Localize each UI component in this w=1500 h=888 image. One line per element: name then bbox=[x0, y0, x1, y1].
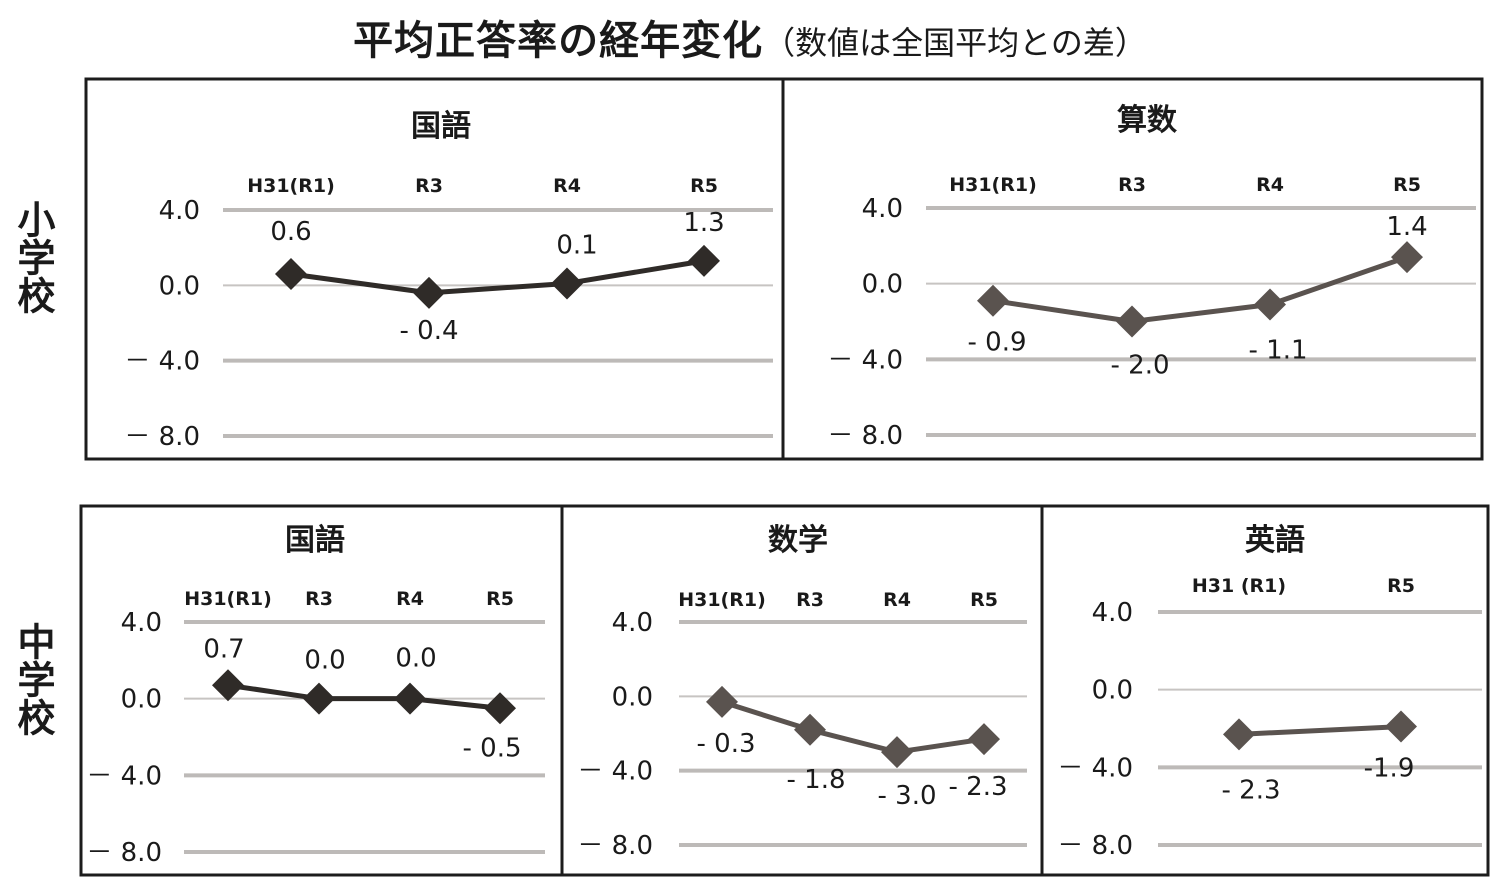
y-tick-label: 4.0 bbox=[159, 196, 200, 226]
y-tick-label: － 8.0 bbox=[1057, 831, 1133, 861]
diamond-marker-icon bbox=[212, 669, 244, 702]
y-tick-label: 4.0 bbox=[1092, 598, 1133, 628]
y-tick-label: － 4.0 bbox=[86, 761, 162, 791]
data-label: - 3.0 bbox=[878, 781, 937, 811]
figure-title-main: 平均正答率の経年変化 bbox=[353, 18, 764, 64]
y-tick-label: － 4.0 bbox=[827, 345, 903, 375]
category-label: R4 bbox=[396, 588, 424, 610]
y-tick-label: － 8.0 bbox=[577, 831, 653, 861]
junior-high-frame bbox=[79, 504, 1490, 877]
chart-title: 国語 bbox=[285, 523, 345, 558]
data-label: 0.1 bbox=[556, 230, 597, 260]
data-label: - 2.3 bbox=[1222, 775, 1281, 805]
data-label: - 0.4 bbox=[400, 316, 459, 346]
y-tick-label: 4.0 bbox=[862, 194, 903, 224]
chart-title: 数学 bbox=[768, 523, 828, 558]
data-label: - 2.3 bbox=[949, 772, 1008, 802]
diamond-marker-icon bbox=[1391, 241, 1423, 274]
chart-elementary-japanese: 国語 H31(R1) R3 R4 R5 4.0 0.0 － 4.0 － 8.0 0.6 - 0.4 0… bbox=[124, 109, 773, 452]
category-label: R4 bbox=[553, 175, 581, 197]
category-label: R3 bbox=[796, 589, 824, 611]
chart-junior-math: 数学 H31(R1) R3 R4 R5 4.0 0.0 － 4.0 － 8.0 - 0.3 - 1.… bbox=[577, 523, 1027, 861]
figure-title-note: （数値は全国平均との差） bbox=[763, 24, 1147, 62]
diamond-marker-icon bbox=[706, 685, 738, 718]
category-label: R4 bbox=[883, 589, 911, 611]
data-label: 0.0 bbox=[395, 644, 436, 674]
y-tick-label: 0.0 bbox=[862, 270, 903, 300]
data-label: - 1.8 bbox=[787, 765, 846, 795]
chart-junior-japanese: 国語 H31(R1) R3 R4 R5 4.0 0.0 － 4.0 － 8.0 0.7 0.0 0.0… bbox=[86, 523, 545, 868]
data-label: 0.6 bbox=[270, 217, 311, 247]
diamond-marker-icon bbox=[394, 682, 426, 715]
y-tick-label: 0.0 bbox=[121, 685, 162, 715]
data-label: - 0.9 bbox=[968, 328, 1027, 358]
category-label: R5 bbox=[690, 175, 718, 197]
category-label: H31(R1) bbox=[949, 174, 1037, 196]
data-label: 1.3 bbox=[683, 208, 724, 238]
y-tick-label: － 4.0 bbox=[124, 347, 200, 377]
data-label: - 2.0 bbox=[1111, 351, 1170, 381]
y-tick-label: 0.0 bbox=[159, 271, 200, 301]
data-label: - 1.1 bbox=[1249, 335, 1308, 365]
y-tick-label: 0.0 bbox=[1092, 676, 1133, 706]
chart-elementary-arithmetic: 算数 H31(R1) R3 R4 R5 4.0 0.0 － 4.0 － 8.0 - 0.9 - 2.… bbox=[827, 103, 1476, 451]
data-label: 0.7 bbox=[203, 634, 244, 664]
category-label: H31(R1) bbox=[184, 588, 272, 610]
category-label: R5 bbox=[1387, 575, 1415, 597]
data-label: - 0.3 bbox=[697, 729, 756, 759]
y-tick-label: － 4.0 bbox=[1057, 753, 1133, 783]
series-line bbox=[290, 258, 705, 296]
series-line bbox=[1238, 724, 1402, 737]
y-tick-label: － 4.0 bbox=[577, 757, 653, 787]
diamond-marker-icon bbox=[881, 736, 913, 769]
row-label-text: 中学校 bbox=[11, 622, 55, 736]
diamond-marker-icon bbox=[688, 244, 720, 277]
diamond-marker-icon bbox=[275, 258, 307, 291]
category-label: R3 bbox=[305, 588, 333, 610]
row-label-elementary: 小学校 bbox=[8, 200, 58, 314]
data-label: 1.4 bbox=[1386, 212, 1427, 242]
row-label-junior-high: 中学校 bbox=[8, 622, 58, 736]
series-line bbox=[992, 254, 1408, 324]
category-label: R5 bbox=[1393, 174, 1421, 196]
diamond-marker-icon bbox=[1116, 305, 1148, 338]
data-label: 0.0 bbox=[304, 646, 345, 676]
diamond-marker-icon bbox=[794, 713, 826, 746]
y-tick-label: － 8.0 bbox=[86, 838, 162, 868]
data-label: -1.9 bbox=[1364, 754, 1415, 784]
diamond-marker-icon bbox=[303, 682, 335, 715]
diamond-marker-icon bbox=[413, 276, 445, 309]
diamond-marker-icon bbox=[1254, 288, 1286, 321]
chart-title: 国語 bbox=[411, 109, 471, 144]
figure-title: 平均正答率の経年変化（数値は全国平均との差） bbox=[0, 8, 1500, 66]
series-line bbox=[721, 699, 985, 755]
category-label: H31(R1) bbox=[247, 175, 335, 197]
chart-title: 英語 bbox=[1245, 523, 1305, 558]
diamond-marker-icon bbox=[1223, 718, 1255, 751]
category-label: R4 bbox=[1256, 174, 1284, 196]
row-label-text: 小学校 bbox=[11, 200, 55, 314]
y-tick-label: 0.0 bbox=[612, 682, 653, 712]
category-label: R3 bbox=[415, 175, 443, 197]
category-label: R3 bbox=[1118, 174, 1146, 196]
y-tick-label: － 8.0 bbox=[827, 421, 903, 451]
category-label: H31(R1) bbox=[678, 589, 766, 611]
category-label: R5 bbox=[970, 589, 998, 611]
category-label: H31 (R1) bbox=[1192, 575, 1286, 597]
chart-title: 算数 bbox=[1117, 103, 1178, 138]
y-tick-label: － 8.0 bbox=[124, 422, 200, 452]
diamond-marker-icon bbox=[1385, 710, 1417, 743]
category-label: R5 bbox=[486, 588, 514, 610]
y-tick-label: 4.0 bbox=[121, 608, 162, 638]
diamond-marker-icon bbox=[551, 267, 583, 300]
diamond-marker-icon bbox=[968, 723, 1000, 756]
y-tick-label: 4.0 bbox=[612, 608, 653, 638]
chart-junior-english: 英語 H31 (R1) R5 4.0 0.0 － 4.0 － 8.0 - 2.3 -1.9 bbox=[1057, 523, 1482, 861]
data-label: - 0.5 bbox=[463, 733, 522, 763]
diamond-marker-icon bbox=[484, 692, 516, 725]
diamond-marker-icon bbox=[977, 284, 1009, 317]
series-line bbox=[227, 682, 501, 711]
